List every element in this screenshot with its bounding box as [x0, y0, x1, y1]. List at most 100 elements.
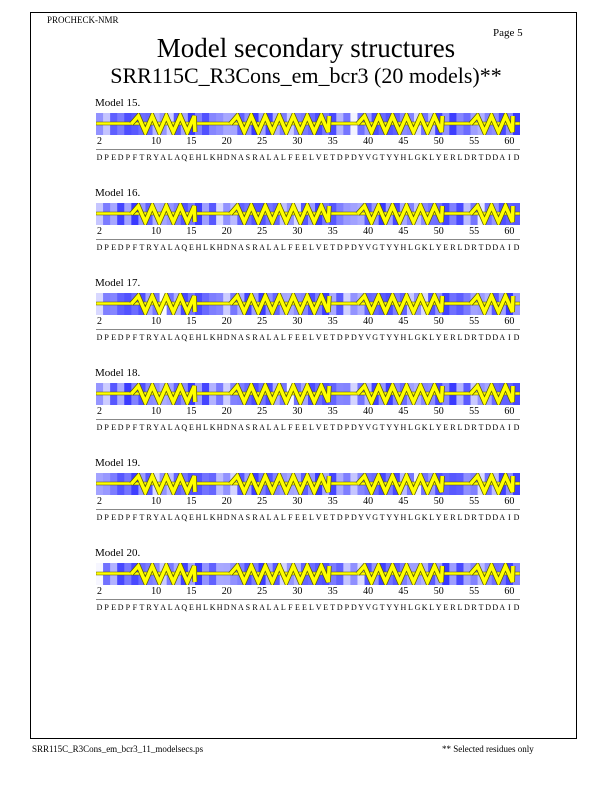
residue-letter: Y: [153, 513, 159, 522]
residue-letter: A: [238, 243, 244, 252]
helix-segment: [469, 473, 515, 495]
residue-letter: D: [336, 423, 343, 432]
tick-label: 30: [292, 136, 303, 147]
tick-label: 10: [151, 586, 162, 597]
residue-letter: K: [421, 513, 428, 522]
residue-letter: T: [379, 513, 385, 522]
residue-letter: A: [174, 333, 181, 342]
residue-letter: E: [323, 153, 329, 162]
residue-letter: N: [230, 333, 237, 342]
residue-letter: R: [252, 513, 258, 522]
residue-letter: V: [315, 243, 322, 252]
residue-letter: D: [96, 603, 103, 612]
residue-letter: H: [400, 243, 407, 252]
residue-letter: F: [132, 243, 138, 252]
residue-letter: A: [259, 513, 265, 522]
helix-segment: [228, 473, 331, 495]
model-label: Model 17.: [95, 277, 141, 289]
footer-filename: SRR115C_R3Cons_em_bcr3_11_modelsecs.ps: [32, 744, 204, 754]
residue-letter: I: [508, 423, 511, 432]
residue-letter: P: [104, 423, 109, 432]
secondary-structure-band: [96, 473, 520, 495]
residue-letter: L: [457, 243, 463, 252]
residue-letter: Y: [393, 243, 400, 252]
residue-letter: T: [330, 153, 336, 162]
tick-label: 55: [469, 316, 480, 327]
tick-label: 35: [327, 496, 338, 507]
residue-letter: A: [499, 243, 506, 252]
tick-label: 25: [257, 136, 268, 147]
residue-letter: K: [209, 153, 216, 162]
tick-label: 2: [97, 136, 102, 147]
residue-letter: H: [400, 513, 407, 522]
residue-letter: F: [132, 423, 138, 432]
tick-label: 35: [327, 406, 338, 417]
residue-letter: F: [288, 243, 293, 252]
residue-letter: D: [336, 603, 343, 612]
residue-letter: I: [508, 243, 511, 252]
tick-label: 25: [257, 586, 268, 597]
residue-letter: R: [146, 153, 152, 162]
tick-label: 2: [97, 406, 102, 417]
tick-label: 50: [433, 136, 444, 147]
residue-letter: Y: [153, 153, 159, 162]
residue-letter: R: [146, 423, 152, 432]
tick-label: 20: [221, 316, 232, 327]
residue-letter: D: [492, 153, 499, 162]
residue-letter: F: [288, 423, 293, 432]
secondary-structure-band: [96, 383, 520, 405]
residue-letter: Q: [181, 603, 188, 612]
residue-letter: A: [238, 423, 244, 432]
tick-label: 15: [186, 406, 197, 417]
residue-letter: T: [139, 153, 145, 162]
tick-label: 30: [292, 226, 303, 237]
residue-letter: N: [230, 423, 237, 432]
model-label: Model 15.: [95, 97, 141, 109]
residue-letter: H: [216, 153, 223, 162]
residue-letter: R: [252, 333, 258, 342]
residue-letter: Y: [153, 423, 159, 432]
tick-label: 25: [257, 496, 268, 507]
helix-segment: [228, 293, 331, 315]
residue-letter: D: [96, 513, 103, 522]
residue-letter: H: [216, 603, 223, 612]
residue-letter: Y: [386, 513, 393, 522]
residue-letter: G: [414, 603, 421, 612]
residue-letter: Y: [386, 243, 393, 252]
residue-letter: A: [238, 603, 244, 612]
residue-letter: L: [309, 603, 314, 612]
residue-axis: 2 10 15 20 25 30 35 40 45 50 55 60: [0, 316, 612, 330]
residue-letter: L: [309, 153, 314, 162]
residue-letter: Y: [435, 423, 442, 432]
residue-letter: Y: [358, 513, 364, 522]
residue-letter: D: [492, 513, 499, 522]
tick-label: 55: [469, 496, 480, 507]
tick-label: 60: [504, 406, 515, 417]
residue-letter: T: [478, 243, 484, 252]
tick-label: 25: [257, 226, 268, 237]
residue-letter: K: [421, 423, 428, 432]
residue-letter: E: [323, 513, 329, 522]
residue-letter: Y: [153, 333, 159, 342]
residue-letter: S: [245, 423, 251, 432]
residue-letter: Q: [181, 513, 188, 522]
residue-letter: L: [408, 423, 413, 432]
residue-letter: G: [372, 513, 378, 522]
residue-letter: L: [167, 603, 173, 612]
residue-letter: D: [336, 153, 343, 162]
residue-letter: T: [139, 333, 145, 342]
residue-letter: H: [195, 333, 202, 342]
residue-letter: D: [492, 243, 499, 252]
tick-label: 45: [398, 406, 409, 417]
tick-label: 45: [398, 496, 409, 507]
residue-letter: T: [379, 333, 385, 342]
tick-label: 40: [363, 586, 374, 597]
residue-letter: A: [273, 513, 280, 522]
residue-letter: Y: [358, 603, 364, 612]
helix-segment: [228, 113, 331, 135]
residue-letter: E: [294, 513, 300, 522]
residue-letter: F: [132, 153, 138, 162]
residue-letter: N: [230, 513, 237, 522]
residue-letter: D: [464, 603, 470, 612]
